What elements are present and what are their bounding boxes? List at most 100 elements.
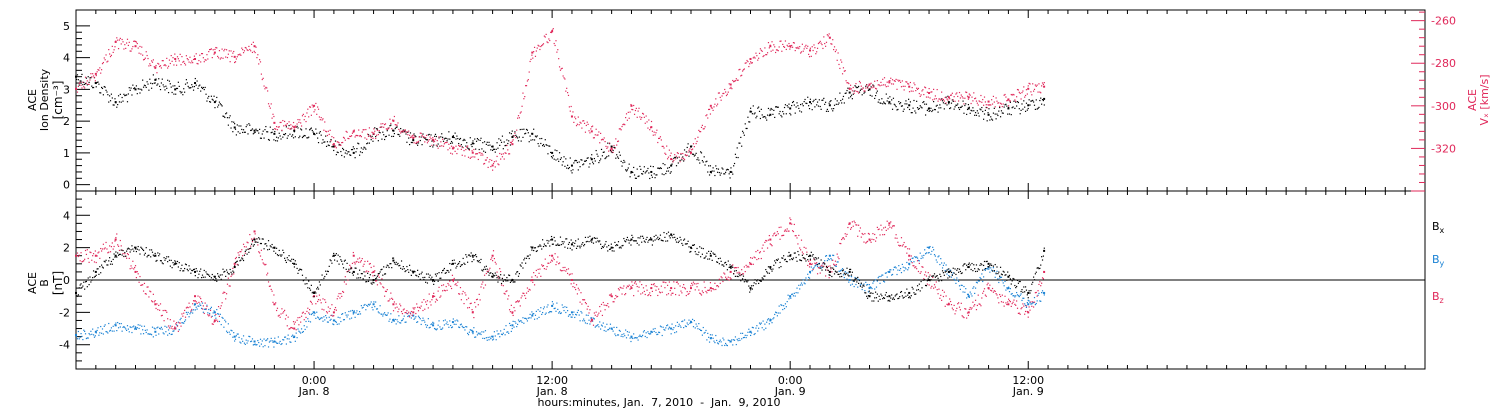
density-series-dot [665, 172, 667, 175]
density-series-dot [475, 148, 477, 150]
by-series-dot [770, 319, 772, 321]
bz-series-dot [499, 268, 501, 270]
vx-series-dot [660, 139, 662, 141]
density-series-dot [869, 94, 871, 96]
vx-series-dot [1024, 96, 1026, 98]
vx-series-dot [891, 79, 894, 81]
vx-series-dot [722, 92, 724, 95]
density-series-dot [635, 177, 637, 179]
by-series-dot [614, 333, 616, 335]
by-series-dot [393, 320, 396, 322]
vx-series-dot [397, 122, 399, 124]
bx-series-point [233, 266, 236, 269]
by-series-dot [578, 314, 580, 316]
bz-series-dot [440, 295, 442, 297]
by-series-dot [410, 317, 412, 319]
bz-series-dot [396, 306, 398, 308]
by-series-dot [258, 341, 260, 344]
bz-series-dot [287, 316, 289, 318]
by-series-dot [652, 328, 654, 330]
bz-series-dot [866, 241, 868, 243]
by-series-dot [996, 270, 998, 272]
by-series-dot [314, 312, 316, 314]
bz-series-dot [296, 319, 298, 321]
by-series-dot [450, 326, 453, 329]
vx-series-dot [953, 96, 955, 98]
by-series-dot [403, 315, 405, 317]
by-series-dot [130, 326, 132, 329]
by-series-dot [302, 330, 304, 333]
by-series-dot [265, 339, 267, 342]
vx-series-point [451, 147, 454, 150]
density-series-dot [253, 132, 255, 134]
density-series-dot [99, 92, 101, 94]
by-series-dot [933, 254, 936, 256]
bz-series-dot [691, 284, 694, 286]
bz-series-dot [803, 246, 805, 248]
by-series-dot [315, 317, 317, 320]
density-series-dot [992, 112, 995, 114]
by-series-dot [547, 304, 549, 306]
vx-series-dot [627, 111, 629, 113]
by-series-dot [767, 318, 770, 320]
by-series-dot [580, 310, 582, 313]
density-series-dot [431, 140, 433, 142]
by-series-dot [429, 326, 431, 328]
bz-series-dot [994, 290, 996, 293]
vx-series-dot [899, 79, 901, 82]
bz-series-dot [1024, 313, 1026, 315]
by-series-dot [105, 330, 107, 333]
bz-series-dot [167, 318, 169, 320]
bz-series-dot [326, 312, 329, 314]
vx-series-dot [606, 147, 608, 149]
vx-series-dot [1032, 90, 1035, 92]
vx-series-dot [685, 155, 687, 157]
bx-series-point [888, 295, 891, 298]
density-tick-label: 0 [63, 179, 70, 192]
bz-series-dot [559, 269, 562, 271]
density-series-dot [813, 99, 815, 101]
bz-series-dot [671, 292, 673, 294]
by-series-dot [155, 334, 157, 336]
density-series-dot [335, 154, 337, 156]
by-series-dot [812, 268, 814, 270]
by-series-dot [600, 328, 602, 330]
by-series-dot [724, 344, 726, 347]
density-series-dot [165, 85, 167, 87]
vx-series-dot [691, 148, 694, 150]
by-series-dot [593, 318, 595, 320]
density-series-dot [489, 144, 491, 146]
by-series-dot [531, 311, 533, 313]
bz-series-dot [888, 224, 890, 226]
density-series-dot [630, 172, 632, 174]
vx-series-dot [615, 138, 617, 140]
by-series-dot [816, 263, 818, 266]
bz-series-dot [678, 294, 680, 296]
by-series-dot [571, 316, 573, 318]
by-series-dot [533, 313, 535, 315]
vx-series-dot [983, 104, 985, 106]
density-series-dot [691, 145, 693, 147]
by-series-dot [1032, 302, 1034, 304]
vx-series-dot [754, 57, 756, 59]
density-series-dot [88, 81, 90, 84]
vx-series-dot [500, 153, 503, 155]
density-series-point [570, 164, 573, 167]
density-series-dot [541, 137, 543, 140]
by-series-dot [877, 277, 879, 279]
bz-series-dot [358, 257, 361, 259]
bz-series-dot [77, 255, 79, 258]
density-series-dot [338, 144, 340, 146]
by-series-dot [483, 337, 486, 340]
density-series-dot [568, 166, 570, 169]
vx-series-dot [840, 59, 842, 61]
by-series-dot [471, 329, 473, 332]
by-series-dot [308, 320, 310, 322]
by-series-dot [993, 270, 995, 273]
by-series-dot [883, 280, 885, 282]
by-series-dot [1010, 293, 1012, 295]
vx-series-dot [294, 125, 296, 127]
bz-series-dot [691, 282, 693, 284]
vx-series-dot [320, 116, 322, 119]
bz-series-dot [634, 281, 637, 283]
